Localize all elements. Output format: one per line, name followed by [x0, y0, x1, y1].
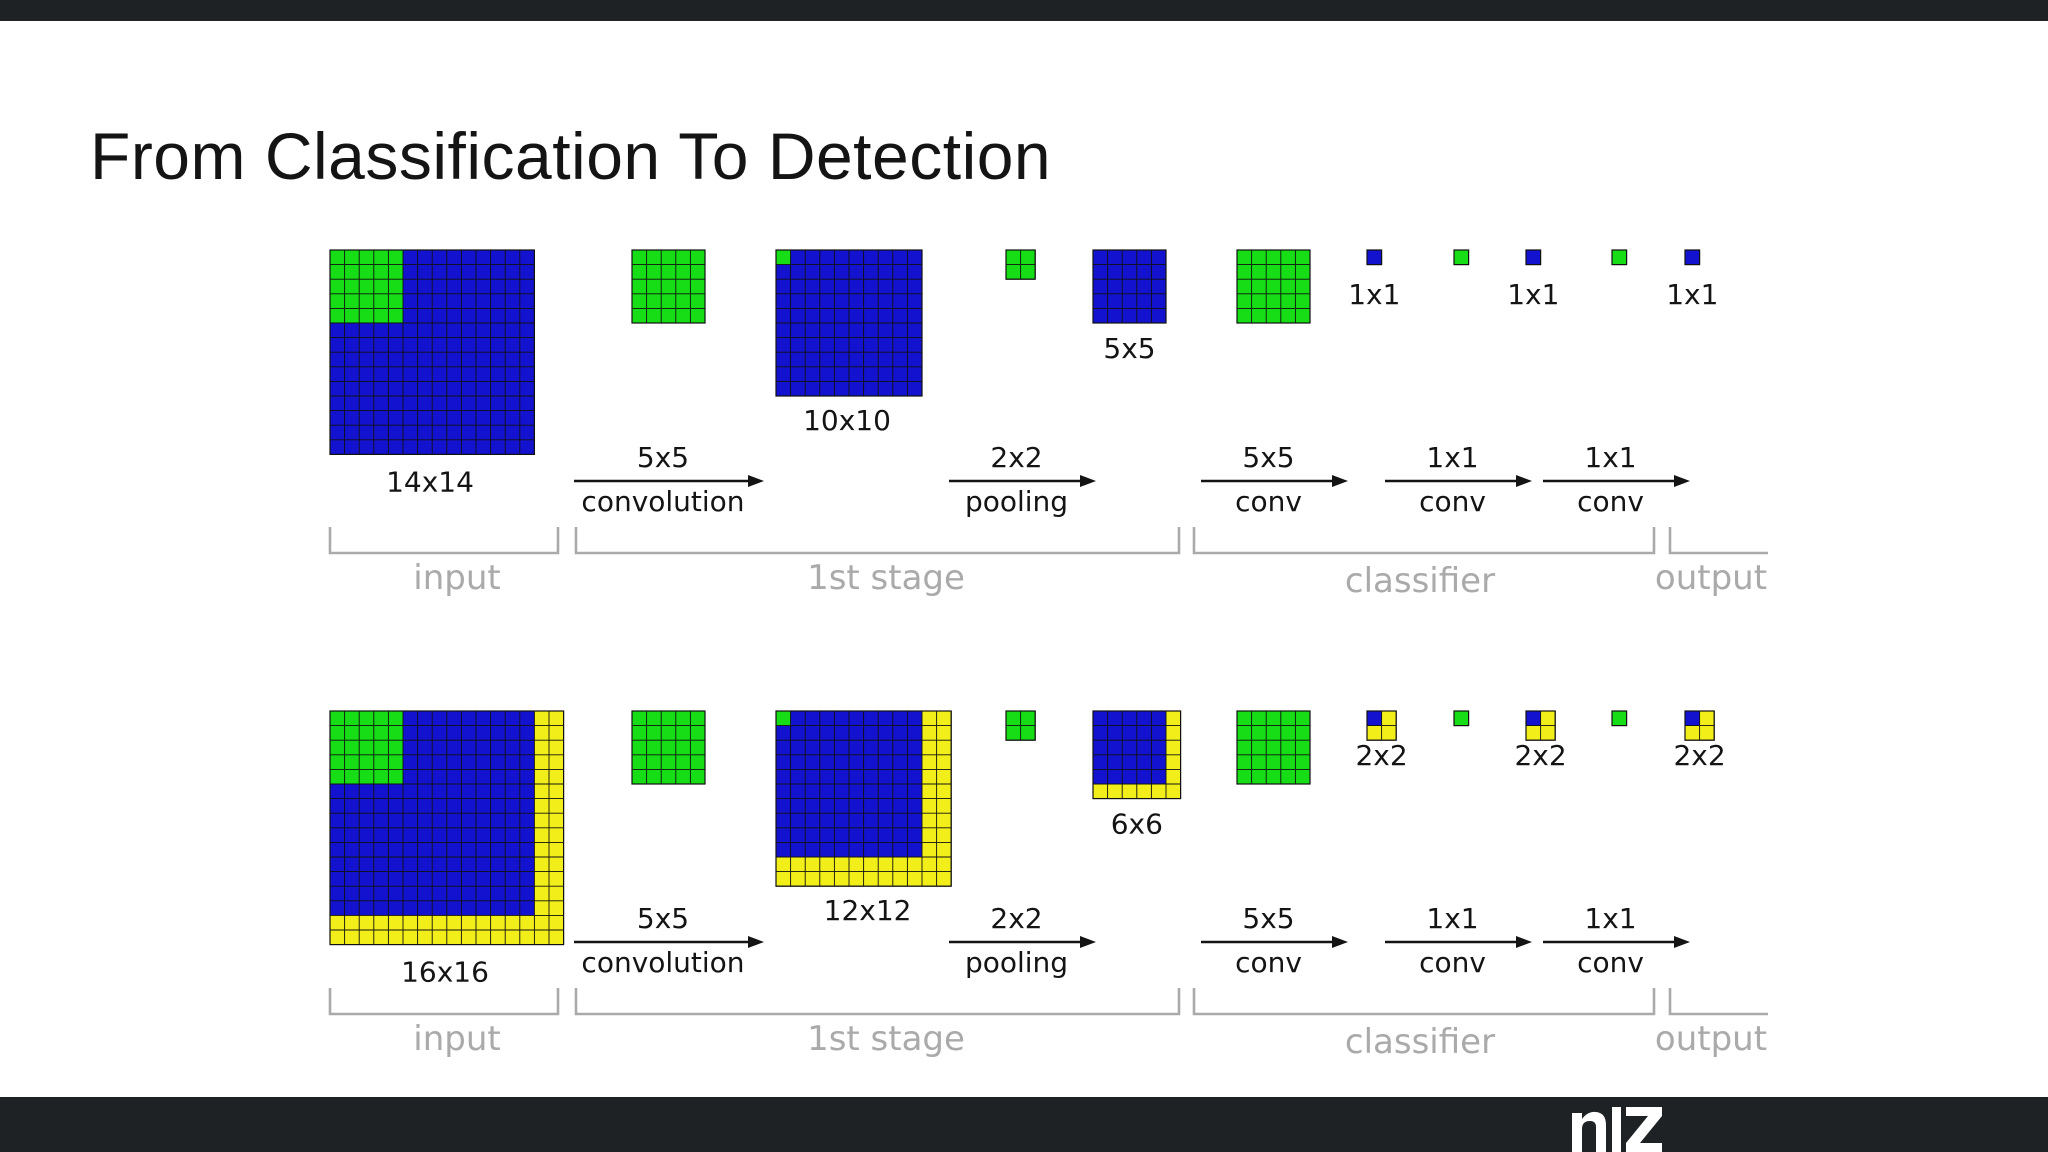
classifier-output-label: 1x1 [1348, 278, 1400, 311]
section-label: input [413, 558, 500, 598]
classifier-output-label: 2x2 [1355, 739, 1407, 772]
classifier-output-label: 1x1 [1666, 278, 1718, 311]
input-grid [329, 710, 565, 946]
bottom-bar [0, 1097, 2048, 1152]
stage1-size-label: 10x10 [803, 404, 891, 437]
classifier-output-grid [1525, 249, 1542, 266]
operation-arrow [1201, 475, 1348, 487]
operation-name-label: 1x1 [1584, 441, 1636, 474]
operation-type-label: conv [1235, 485, 1302, 518]
stage1-output-grid [775, 249, 923, 397]
classifier-output-label: 1x1 [1507, 278, 1559, 311]
operation-name-label: 1x1 [1426, 902, 1478, 935]
section-label: classifier [1345, 1022, 1495, 1062]
operation-name-label: 1x1 [1584, 902, 1636, 935]
brand-logo [1572, 1107, 1662, 1152]
section-bracket [1668, 988, 1768, 1016]
one-by-one-filter-grid [1611, 710, 1628, 727]
section-bracket [574, 527, 1181, 555]
operation-name-label: 2x2 [990, 441, 1042, 474]
one-by-one-filter-grid [1453, 249, 1470, 266]
input-size-label: 16x16 [401, 956, 489, 989]
operation-type-label: pooling [965, 946, 1068, 979]
section-bracket [328, 527, 560, 555]
operation-name-label: 5x5 [637, 441, 689, 474]
conv-filter-grid [631, 710, 706, 785]
classifier-output-grid [1684, 710, 1715, 741]
classifier-filter-grid [1236, 710, 1311, 785]
classifier-output-label: 2x2 [1673, 739, 1725, 772]
operation-name-label: 2x2 [990, 902, 1042, 935]
section-label: 1st stage [807, 1019, 965, 1059]
one-by-one-filter-grid [1611, 249, 1628, 266]
pool-size-label: 5x5 [1103, 332, 1155, 365]
operation-arrow [574, 475, 764, 487]
operation-name-label: 1x1 [1426, 441, 1478, 474]
pool-filter-grid [1005, 249, 1036, 280]
section-bracket [1192, 988, 1656, 1016]
operation-arrow [1385, 936, 1532, 948]
section-label: classifier [1345, 561, 1495, 601]
operation-name-label: 5x5 [1242, 441, 1294, 474]
section-bracket [1668, 527, 1768, 555]
classifier-filter-grid [1236, 249, 1311, 324]
section-label: input [413, 1019, 500, 1059]
operation-arrow [1543, 475, 1690, 487]
operation-arrow [949, 475, 1096, 487]
operation-arrow [1201, 936, 1348, 948]
classifier-output-grid [1366, 710, 1397, 741]
operation-name-label: 5x5 [637, 902, 689, 935]
stage1-size-label: 12x12 [824, 894, 912, 927]
conv-filter-grid [631, 249, 706, 324]
operation-type-label: convolution [581, 946, 744, 979]
section-label: output [1655, 1019, 1767, 1059]
operation-arrow [1385, 475, 1532, 487]
classifier-output-grid [1684, 249, 1701, 266]
operation-name-label: 5x5 [1242, 902, 1294, 935]
operation-arrow [949, 936, 1096, 948]
operation-type-label: conv [1419, 485, 1486, 518]
input-size-label: 14x14 [386, 465, 474, 498]
section-bracket [1192, 527, 1656, 555]
operation-type-label: pooling [965, 485, 1068, 518]
operation-type-label: convolution [581, 485, 744, 518]
operation-arrow [574, 936, 764, 948]
operation-type-label: conv [1419, 946, 1486, 979]
pool-size-label: 6x6 [1111, 808, 1163, 841]
operation-type-label: conv [1577, 946, 1644, 979]
operation-type-label: conv [1577, 485, 1644, 518]
section-label: 1st stage [807, 558, 965, 598]
top-bar [0, 0, 2048, 21]
classifier-output-label: 2x2 [1514, 739, 1566, 772]
classifier-output-grid [1525, 710, 1556, 741]
one-by-one-filter-grid [1453, 710, 1470, 727]
pool-output-grid [1092, 710, 1182, 800]
stage1-output-grid [775, 710, 952, 887]
pool-output-grid [1092, 249, 1167, 324]
section-bracket [574, 988, 1181, 1016]
operation-arrow [1543, 936, 1690, 948]
slide-title: From Classification To Detection [90, 119, 1052, 193]
operation-type-label: conv [1235, 946, 1302, 979]
classifier-output-grid [1366, 249, 1383, 266]
section-bracket [328, 988, 560, 1016]
section-label: output [1655, 558, 1767, 598]
input-grid [329, 249, 535, 455]
pool-filter-grid [1005, 710, 1036, 741]
